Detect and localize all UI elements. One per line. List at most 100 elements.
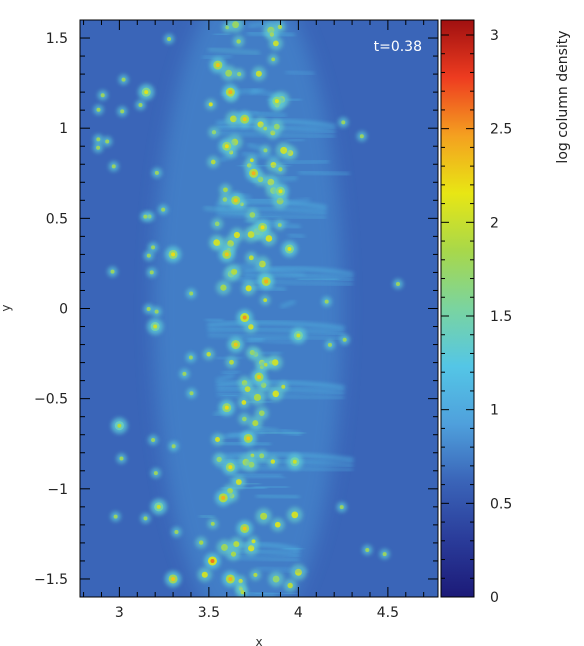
isolated-clump — [146, 306, 151, 311]
isolated-clump — [111, 164, 116, 169]
isolated-clump — [119, 456, 124, 461]
dense-clump — [147, 318, 164, 335]
dense-clump-core — [296, 333, 301, 338]
core — [248, 545, 255, 552]
streak — [221, 486, 267, 490]
dense-clump-core — [224, 144, 229, 149]
x-tick-label: 4.5 — [377, 605, 399, 621]
isolated-clump — [143, 516, 148, 521]
core — [233, 541, 240, 548]
streak — [199, 514, 215, 519]
streak — [247, 31, 295, 37]
dense-clump — [236, 111, 253, 128]
dense-clump — [227, 192, 244, 209]
dense-clump-core — [292, 459, 297, 464]
core — [245, 285, 252, 292]
isolated-clump — [113, 514, 118, 519]
streak — [298, 170, 350, 176]
dense-clump — [290, 327, 307, 344]
streak — [207, 48, 261, 55]
streak — [205, 318, 224, 322]
filament-strand — [243, 274, 354, 281]
dense-clump — [236, 520, 253, 537]
isolated-clump — [365, 548, 370, 553]
dense-clump-core — [228, 576, 233, 581]
streak — [246, 592, 276, 597]
isolated-clump — [339, 505, 344, 510]
streak — [203, 206, 246, 215]
streak — [221, 370, 240, 375]
core — [249, 350, 255, 356]
dense-clump-core — [228, 90, 233, 95]
x-tick-label: 4 — [294, 605, 303, 621]
streak — [241, 197, 287, 202]
isolated-clump — [182, 371, 187, 376]
isolated-clump — [189, 291, 194, 296]
core — [198, 540, 204, 545]
isolated-clump — [154, 170, 159, 175]
dense-clump — [272, 183, 289, 200]
isolated-clump — [382, 552, 387, 557]
dense-clump — [111, 417, 128, 434]
y-tick-label: −1.5 — [34, 572, 68, 588]
dense-clump-core — [274, 99, 279, 104]
streak — [244, 475, 286, 480]
streak — [202, 54, 232, 59]
core — [271, 359, 279, 366]
y-axis-label: y — [0, 304, 13, 311]
core — [229, 359, 234, 365]
core — [270, 459, 276, 464]
core — [201, 571, 208, 578]
core — [241, 400, 247, 405]
core — [273, 123, 280, 130]
dense-clump-core — [144, 90, 149, 95]
colorbar-tick-label: 2 — [490, 215, 499, 231]
core — [216, 456, 222, 463]
isolated-clump — [154, 309, 159, 314]
core — [248, 324, 254, 330]
core — [260, 512, 268, 520]
colorbar-tick-label: 0 — [490, 590, 499, 606]
turbulent-band — [153, 20, 344, 597]
isolated-clump — [189, 391, 194, 396]
streak — [252, 426, 280, 433]
core — [263, 126, 268, 131]
dense-clump — [218, 138, 235, 155]
core — [251, 539, 256, 544]
dense-clump-core — [246, 436, 251, 441]
density-field — [93, 20, 404, 597]
dense-clump-core — [228, 465, 233, 470]
core — [210, 521, 215, 526]
dense-clump-core — [221, 495, 226, 500]
core — [253, 393, 262, 402]
dense-clump-core — [233, 342, 238, 347]
core — [231, 268, 238, 275]
dense-clump-core — [117, 423, 122, 428]
dense-clump — [222, 459, 239, 476]
core — [248, 255, 254, 261]
plot-area: 3 3.5 4 4.5 −1.5 −1 −0.5 0 0.5 1 1.5 t=0.38 — [34, 19, 439, 621]
dense-clump — [258, 273, 275, 290]
isolated-clump — [324, 299, 329, 304]
core — [253, 572, 258, 577]
dense-clump-core — [264, 279, 269, 284]
core — [272, 575, 280, 583]
core — [287, 582, 293, 589]
isolated-clump — [171, 444, 176, 449]
core — [235, 479, 242, 485]
core — [277, 24, 282, 30]
isolated-clump — [153, 471, 158, 476]
isolated-clump — [327, 342, 332, 347]
streak — [215, 356, 243, 360]
isolated-clump — [396, 281, 401, 286]
isolated-clump — [341, 120, 346, 125]
filament-strand — [207, 321, 345, 330]
isolated-clump — [174, 530, 179, 535]
core — [222, 197, 228, 202]
core — [259, 453, 265, 459]
dense-clump-core — [242, 315, 247, 320]
streak — [285, 70, 315, 76]
isolated-clump — [120, 109, 125, 114]
core — [211, 130, 217, 135]
streak — [264, 268, 305, 277]
